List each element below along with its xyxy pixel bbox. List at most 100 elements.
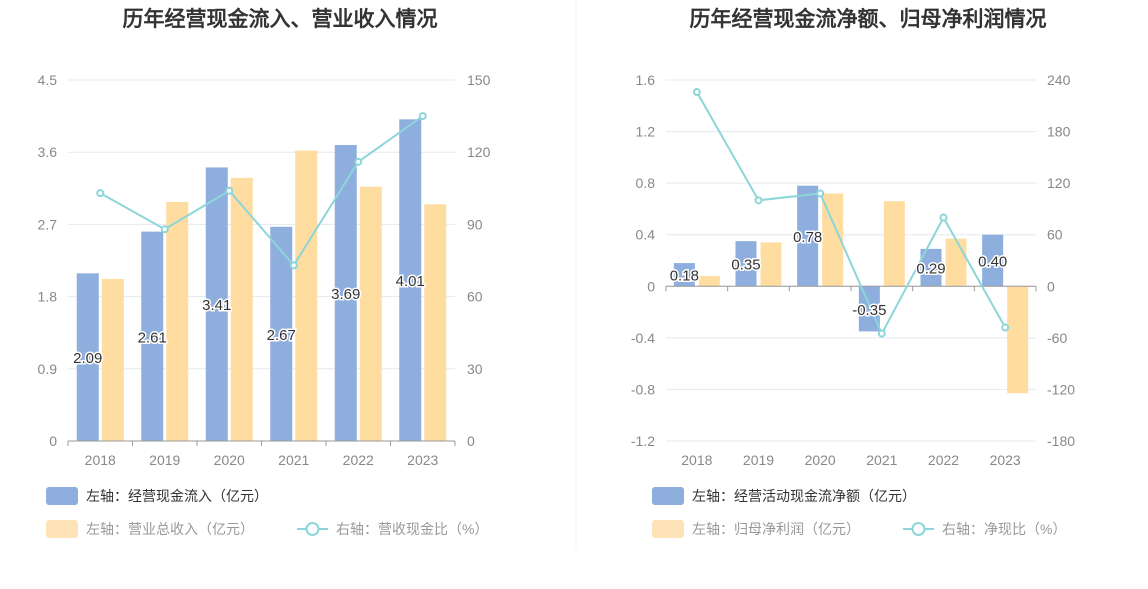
legend-item-line[interactable]: 右轴：营收现金比（%） <box>297 521 488 537</box>
right-axis-tick-label: 0 <box>467 433 475 449</box>
legend-label: 左轴：营业总收入（亿元） <box>86 521 254 537</box>
ratio-point <box>354 157 363 166</box>
bar-secondary <box>698 275 720 287</box>
bar-primary <box>399 119 422 441</box>
right-axis-tick-label: 120 <box>1047 175 1071 191</box>
legend-swatch <box>652 487 684 505</box>
data-label: 4.01 <box>396 273 425 290</box>
bar-primary <box>76 273 99 441</box>
ratio-point <box>96 189 105 198</box>
bar-secondary <box>166 201 189 441</box>
ratio-line <box>692 88 1010 338</box>
chart-net-cash-flow-profit: 历年经营现金流净额、归母净利润情况 -1.2 -0.8 -0.4 0 0.4 0.8 1.2… <box>631 7 1075 538</box>
legend-swatch <box>46 487 78 505</box>
x-axis-tick-label: 2022 <box>343 452 374 468</box>
right-axis-tick-label: 150 <box>467 72 491 88</box>
data-label: -0.35 <box>852 302 886 319</box>
right-axis-tick-label: 240 <box>1047 72 1071 88</box>
x-axis-tick-label: 2022 <box>928 452 959 468</box>
right-axis-ticks: 0 30 60 90 120 150 <box>467 72 491 449</box>
x-axis-tick-label: 2021 <box>866 452 897 468</box>
chart-title: 历年经营现金流入、营业收入情况 <box>123 7 438 31</box>
ratio-point <box>877 329 886 338</box>
data-labels: 0.18 0.35 0.78 -0.35 0.29 0.40 <box>668 228 1009 321</box>
bar-secondary <box>822 193 844 287</box>
data-label: 3.69 <box>331 286 360 303</box>
data-label: 2.09 <box>73 350 102 367</box>
bar-secondary <box>230 177 253 442</box>
x-axis-tick-label: 2020 <box>805 452 836 468</box>
bar-primary <box>270 226 293 441</box>
right-axis-tick-label: -60 <box>1047 330 1067 346</box>
left-axis-tick-label: 2.7 <box>38 216 58 232</box>
ratio-point <box>692 88 701 97</box>
ratio-point <box>289 261 298 270</box>
left-axis-tick-label: 0.4 <box>636 227 656 243</box>
x-axis-tick-label: 2023 <box>990 452 1021 468</box>
right-axis-tick-label: 120 <box>467 144 491 160</box>
bar-secondary <box>945 238 967 287</box>
right-axis-tick-label: 180 <box>1047 124 1071 140</box>
data-label: 0.35 <box>731 257 760 274</box>
left-axis-tick-label: 0 <box>647 278 655 294</box>
ratio-point <box>160 225 169 234</box>
bar-primary <box>982 234 1004 287</box>
right-axis-ticks: -180 -120 -60 0 60 120 180 240 <box>1047 72 1075 449</box>
x-axis-tick-label: 2018 <box>681 452 712 468</box>
bar-primary <box>920 248 942 287</box>
bar-secondary <box>760 242 782 287</box>
data-labels: 2.09 2.61 3.41 2.67 3.69 4.01 <box>72 272 427 369</box>
right-axis-tick-label: 0 <box>1047 278 1055 294</box>
left-axis-tick-label: 1.6 <box>636 72 656 88</box>
left-axis-tick-label: 3.6 <box>38 144 58 160</box>
left-axis-tick-label: 0.8 <box>636 175 656 191</box>
data-label: 0.78 <box>793 229 822 246</box>
bar-primary <box>797 185 819 287</box>
x-axis-tick-label: 2019 <box>149 452 180 468</box>
bars <box>76 119 447 442</box>
ratio-point <box>1001 323 1010 332</box>
chart-title: 历年经营现金流净额、归母净利润情况 <box>690 7 1047 31</box>
left-axis-tick-label: 0 <box>49 433 57 449</box>
legend-item-bar-primary[interactable]: 左轴：经营活动现金流净额（亿元） <box>652 487 916 505</box>
left-axis-tick-label: 0.9 <box>38 361 58 377</box>
data-label: 2.67 <box>267 327 296 344</box>
bar-secondary <box>295 150 318 441</box>
legend-item-bar-primary[interactable]: 左轴：经营现金流入（亿元） <box>46 487 268 505</box>
x-axis-tick-label: 2020 <box>214 452 245 468</box>
right-axis-tick-label: -120 <box>1047 381 1075 397</box>
legend-marker <box>305 522 320 536</box>
ratio-point <box>225 186 234 195</box>
bar-primary <box>735 241 757 287</box>
legend-label: 左轴：归母净利润（亿元） <box>692 521 860 537</box>
chart-cash-inflow-revenue: 历年经营现金流入、营业收入情况 0 0.9 1.8 2.7 3.6 4.5 0 30 60 90… <box>38 7 491 538</box>
x-axis-tick-label: 2018 <box>85 452 116 468</box>
bar-secondary <box>1007 286 1029 394</box>
data-label: 3.41 <box>202 297 231 314</box>
x-axis-tick-label: 2023 <box>407 452 438 468</box>
right-axis-tick-label: 90 <box>467 216 483 232</box>
left-axis-tick-label: 4.5 <box>38 72 58 88</box>
legend-swatch <box>46 520 78 538</box>
left-axis-ticks: -1.2 -0.8 -0.4 0 0.4 0.8 1.2 1.6 <box>631 72 655 449</box>
x-axis-tick-labels: 2018 2019 2020 2021 2022 2023 <box>681 452 1021 468</box>
right-axis-tick-label: 60 <box>1047 227 1063 243</box>
bar-primary <box>141 231 164 441</box>
legend-item-bar-secondary[interactable]: 左轴：营业总收入（亿元） <box>46 520 254 538</box>
legend-item-bar-secondary[interactable]: 左轴：归母净利润（亿元） <box>652 520 860 538</box>
bar-primary <box>673 263 695 287</box>
bar-primary <box>334 144 357 442</box>
x-axis-tick-label: 2019 <box>743 452 774 468</box>
legend: 左轴：经营活动现金流净额（亿元） 左轴：归母净利润（亿元） 右轴：净现比（%） <box>652 487 1066 538</box>
x-axis-tick-labels: 2018 2019 2020 2021 2022 2023 <box>85 452 439 468</box>
right-axis-tick-label: 60 <box>467 289 483 305</box>
left-axis-tick-label: 1.2 <box>636 124 656 140</box>
legend-label: 左轴：经营现金流入（亿元） <box>86 488 268 504</box>
legend: 左轴：经营现金流入（亿元） 左轴：营业总收入（亿元） 右轴：营收现金比（%） <box>46 487 488 538</box>
left-axis-ticks: 0 0.9 1.8 2.7 3.6 4.5 <box>38 72 58 449</box>
x-axis-tick-label: 2021 <box>278 452 309 468</box>
bar-primary <box>858 286 880 332</box>
legend-item-line[interactable]: 右轴：净现比（%） <box>903 521 1066 537</box>
ratio-line <box>96 112 427 270</box>
